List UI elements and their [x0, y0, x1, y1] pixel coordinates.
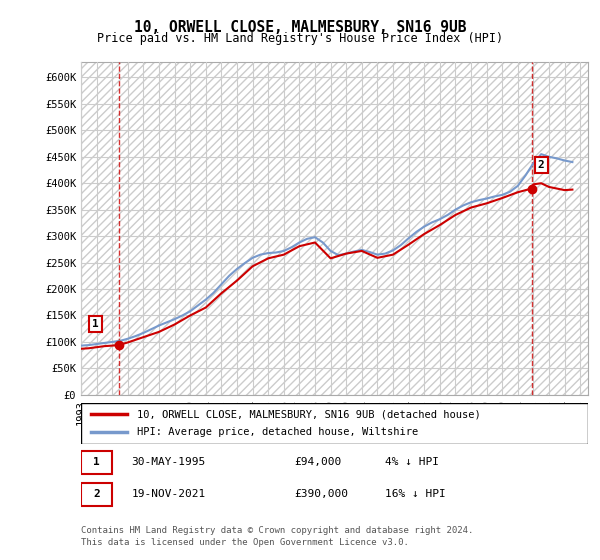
- Text: £94,000: £94,000: [294, 457, 341, 467]
- Text: 1: 1: [92, 319, 98, 329]
- Text: 30-MAY-1995: 30-MAY-1995: [132, 457, 206, 467]
- Text: 10, ORWELL CLOSE, MALMESBURY, SN16 9UB: 10, ORWELL CLOSE, MALMESBURY, SN16 9UB: [134, 20, 466, 35]
- Text: 4% ↓ HPI: 4% ↓ HPI: [385, 457, 439, 467]
- FancyBboxPatch shape: [81, 451, 112, 474]
- Text: HPI: Average price, detached house, Wiltshire: HPI: Average price, detached house, Wilt…: [137, 427, 418, 437]
- Text: 19-NOV-2021: 19-NOV-2021: [132, 489, 206, 500]
- Text: This data is licensed under the Open Government Licence v3.0.: This data is licensed under the Open Gov…: [81, 538, 409, 547]
- Text: Price paid vs. HM Land Registry's House Price Index (HPI): Price paid vs. HM Land Registry's House …: [97, 32, 503, 45]
- Text: 16% ↓ HPI: 16% ↓ HPI: [385, 489, 446, 500]
- Text: 1: 1: [94, 457, 100, 467]
- Text: 10, ORWELL CLOSE, MALMESBURY, SN16 9UB (detached house): 10, ORWELL CLOSE, MALMESBURY, SN16 9UB (…: [137, 409, 481, 419]
- FancyBboxPatch shape: [81, 403, 588, 444]
- FancyBboxPatch shape: [81, 483, 112, 506]
- Text: £390,000: £390,000: [294, 489, 348, 500]
- Text: 2: 2: [94, 489, 100, 500]
- Text: 2: 2: [538, 160, 544, 170]
- Text: Contains HM Land Registry data © Crown copyright and database right 2024.: Contains HM Land Registry data © Crown c…: [81, 526, 473, 535]
